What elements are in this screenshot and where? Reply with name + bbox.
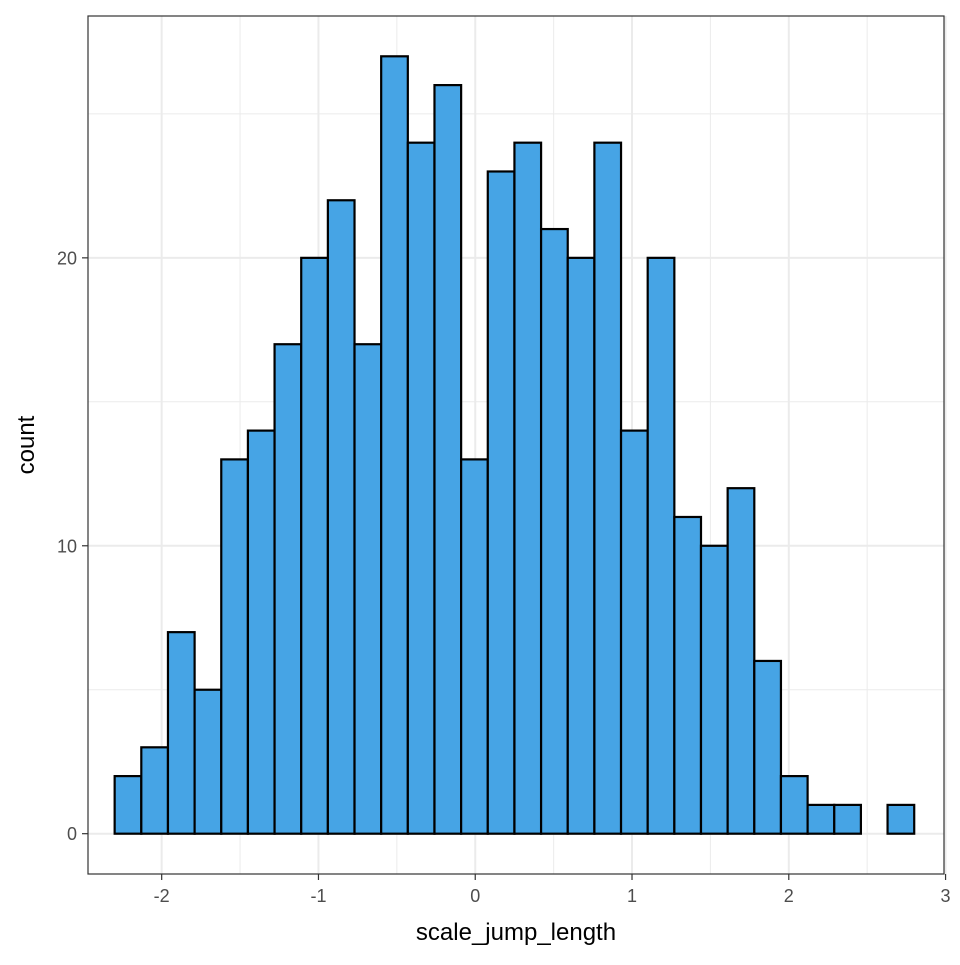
histogram-bar <box>166 631 196 835</box>
x-tick-label: -2 <box>154 886 170 906</box>
x-tick-label: 3 <box>941 886 951 906</box>
axes: -2 -1 0 1 2 3 0 10 20 <box>57 248 951 906</box>
histogram-bar <box>726 487 756 835</box>
histogram-bar <box>646 256 676 835</box>
histogram-bar <box>460 458 489 835</box>
x-tick-label: 2 <box>784 886 794 906</box>
x-axis-title: scale_jump_length <box>416 919 616 946</box>
y-axis-title: count <box>13 415 40 474</box>
histogram-bar <box>539 227 569 835</box>
x-tick-label: 1 <box>627 886 637 906</box>
histogram-bar <box>673 515 703 835</box>
histogram-bar <box>886 803 916 835</box>
histogram-bar <box>486 170 516 835</box>
histogram-bar <box>699 544 729 835</box>
histogram-bar <box>406 141 436 835</box>
histogram-bar <box>566 256 596 835</box>
histogram-bars <box>113 55 916 835</box>
histogram-bar <box>593 141 623 835</box>
plot-panel-border <box>87 15 945 875</box>
y-tick-label: 0 <box>67 824 77 844</box>
histogram-bar <box>220 458 250 835</box>
y-tick-label: 10 <box>57 536 77 556</box>
histogram-bar <box>753 659 783 835</box>
histogram-bar <box>273 343 303 835</box>
histogram-bar <box>833 803 863 835</box>
histogram-bar <box>380 55 409 835</box>
histogram-bar <box>353 343 383 835</box>
histogram-bar <box>433 84 463 835</box>
histogram-bar <box>193 688 223 835</box>
y-tick-label: 20 <box>57 248 77 268</box>
histogram-bar <box>246 429 276 835</box>
histogram-bar <box>140 746 170 835</box>
histogram-bar <box>113 775 143 835</box>
x-tick-label: 0 <box>470 886 480 906</box>
histogram-bar <box>300 256 329 835</box>
histogram-bar <box>513 141 543 835</box>
histogram-bar <box>619 429 649 835</box>
histogram-bar <box>806 803 836 835</box>
histogram-bar <box>326 199 356 835</box>
histogram-bar <box>779 775 809 835</box>
x-tick-label: -1 <box>310 886 326 906</box>
